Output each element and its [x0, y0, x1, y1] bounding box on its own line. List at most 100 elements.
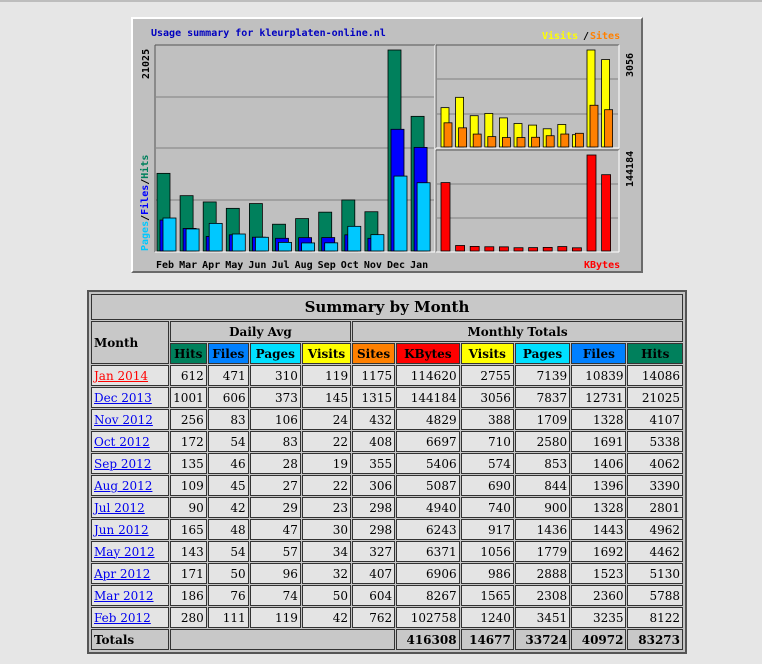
sites-cell: 298: [352, 519, 396, 540]
table-row: Dec 2013 1001 606 373 145 1315 144184 3056 7837 1…: [91, 387, 683, 408]
summary-rows: Jan 2014 612 471 310 119 1175 114620 2755 7139 10…: [91, 365, 683, 628]
hits-cell: 4062: [627, 453, 683, 474]
pages-bar: [185, 228, 200, 252]
kbytes-cell: 6243: [396, 519, 460, 540]
month-link[interactable]: Oct 2012: [94, 434, 150, 449]
month-link[interactable]: Apr 2012: [94, 566, 151, 581]
pages-cell: 1436: [514, 519, 571, 540]
month-header: Month: [91, 321, 169, 364]
sites-cell: 298: [352, 497, 396, 518]
month-axis-label: Feb: [156, 260, 174, 271]
month-link[interactable]: Jan 2014: [94, 368, 149, 383]
avg-hits-cell: 109: [169, 475, 207, 496]
files-cell: 10839: [571, 365, 627, 386]
pages-cell: 844: [514, 475, 571, 496]
legend-left-part: /: [140, 179, 151, 185]
sites-bar: [560, 133, 570, 148]
usage-graph-canvas: Usage summary for kleurplaten-online.nl V…: [139, 27, 636, 271]
sites-bar: [531, 136, 541, 148]
month-link[interactable]: Sep 2012: [94, 456, 152, 471]
month-cell: Mar 2012: [91, 585, 169, 606]
kbytes-cell: 6906: [396, 563, 460, 584]
month-link[interactable]: Mar 2012: [94, 588, 154, 603]
total-kbytes: 416308: [396, 629, 460, 650]
legend-kbytes: KBytes: [584, 260, 620, 271]
avg-hits-cell: 143: [169, 541, 207, 562]
hits-cell: 8122: [627, 607, 683, 628]
kbytes-cell: 102758: [396, 607, 460, 628]
pages-bar: [324, 242, 339, 252]
avg-visits-cell: 22: [301, 431, 352, 452]
month-axis-label: Nov: [364, 260, 382, 271]
visits-cell: 1565: [460, 585, 514, 606]
summary-caption: Summary by Month: [91, 294, 683, 320]
pages-cell: 2580: [514, 431, 571, 452]
kbytes-cell: 144184: [396, 387, 460, 408]
hits-cell: 21025: [627, 387, 683, 408]
month-cell: Sep 2012: [91, 453, 169, 474]
visits-cell: 388: [460, 409, 514, 430]
month-axis-label: Apr: [202, 260, 220, 271]
avg-files-cell: 54: [207, 431, 249, 452]
visits-cell: 3056: [460, 387, 514, 408]
avg-hits-cell: 90: [169, 497, 207, 518]
month-cell: Apr 2012: [91, 563, 169, 584]
kbytes-bar: [484, 246, 495, 252]
table-row: Nov 2012 256 83 106 24 432 4829 388 1709 1328 4107: [91, 409, 683, 430]
kbytes-bar: [571, 247, 582, 252]
avg-pages-cell: 29: [249, 497, 301, 518]
avg-pages-cell: 28: [249, 453, 301, 474]
hits-cell: 4107: [627, 409, 683, 430]
legend-visits: Visits: [542, 30, 578, 42]
pages-bar: [347, 225, 362, 252]
month-cell: May 2012: [91, 541, 169, 562]
avg-visits-cell: 34: [301, 541, 352, 562]
sites-cell: 407: [352, 563, 396, 584]
avg-pages-cell: 106: [249, 409, 301, 430]
kbytes-cell: 6371: [396, 541, 460, 562]
avg-visits-cell: 23: [301, 497, 352, 518]
month-cell: Oct 2012: [91, 431, 169, 452]
table-row: Jan 2014 612 471 310 119 1175 114620 2755 7139 10…: [91, 365, 683, 386]
pages-bar: [370, 234, 385, 252]
pages-cell: 1709: [514, 409, 571, 430]
month-cell: Jul 2012: [91, 497, 169, 518]
daily-hits-header: Hits: [169, 343, 207, 364]
monthly-visits-header: Visits: [460, 343, 514, 364]
avg-files-cell: 111: [207, 607, 249, 628]
table-row: Mar 2012 186 76 74 50 604 8267 1565 2308 2360 5788: [91, 585, 683, 606]
legend-left-part: Files: [139, 185, 151, 215]
avg-pages-cell: 57: [249, 541, 301, 562]
files-cell: 1692: [571, 541, 627, 562]
sites-bar: [487, 136, 497, 148]
avg-files-cell: 471: [207, 365, 249, 386]
kbytes-bar: [557, 246, 568, 252]
month-link[interactable]: Jul 2012: [94, 500, 145, 515]
month-link[interactable]: Aug 2012: [94, 478, 153, 493]
avg-visits-cell: 24: [301, 409, 352, 430]
sites-cell: 1315: [352, 387, 396, 408]
month-link[interactable]: Feb 2012: [94, 610, 151, 625]
kbytes-cell: 6697: [396, 431, 460, 452]
visits-cell: 2755: [460, 365, 514, 386]
totals-row: Totals 416308 14677 33724 40972 83273: [91, 629, 683, 650]
avg-pages-cell: 373: [249, 387, 301, 408]
avg-files-cell: 83: [207, 409, 249, 430]
hits-cell: 5788: [627, 585, 683, 606]
sites-bar: [472, 133, 482, 148]
files-cell: 1443: [571, 519, 627, 540]
month-link[interactable]: Jun 2012: [94, 522, 149, 537]
month-axis-label: Dec: [387, 260, 405, 271]
month-cell: Aug 2012: [91, 475, 169, 496]
month-link[interactable]: Dec 2013: [94, 390, 152, 405]
files-cell: 1328: [571, 497, 627, 518]
kbytes-cell: 5406: [396, 453, 460, 474]
legend-pages-files-hits: Pages/Files/Hits: [139, 155, 151, 251]
kbytes-bar: [542, 247, 553, 252]
avg-hits-cell: 256: [169, 409, 207, 430]
visits-cell: 690: [460, 475, 514, 496]
month-link[interactable]: May 2012: [94, 544, 155, 559]
month-link[interactable]: Nov 2012: [94, 412, 153, 427]
pages-cell: 2888: [514, 563, 571, 584]
monthly-sites-header: Sites: [352, 343, 396, 364]
